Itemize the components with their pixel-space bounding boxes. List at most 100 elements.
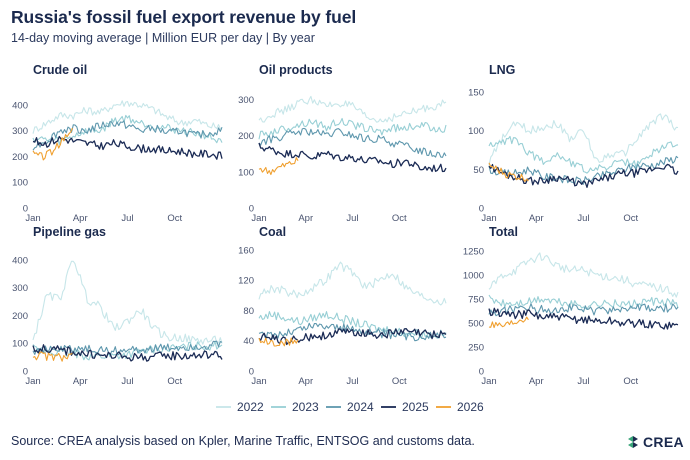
series-line-2022 [488, 113, 679, 166]
series-line-2026 [32, 351, 73, 362]
y-tick-label: 200 [12, 311, 28, 322]
y-tick-label: 0 [249, 367, 254, 378]
y-tick-label: 500 [468, 318, 484, 329]
x-tick-label: Oct [392, 213, 407, 224]
x-tick-label: Oct [167, 376, 182, 387]
legend-item-2025: 2025 [381, 400, 429, 414]
x-tick-label: Apr [529, 213, 544, 224]
x-tick-label: Apr [298, 213, 313, 224]
panel-title: Oil products [259, 63, 333, 77]
x-tick-label: Apr [298, 376, 313, 387]
panel-title: Total [489, 225, 518, 239]
x-tick-label: Oct [167, 213, 182, 224]
series-line-2022 [258, 95, 447, 123]
legend-item-2024: 2024 [326, 400, 374, 414]
legend-label: 2023 [292, 400, 319, 414]
crea-leaf-icon [628, 436, 638, 448]
series-line-2026 [32, 127, 73, 161]
y-tick-label: 1000 [463, 270, 484, 281]
series-line-2023 [488, 294, 679, 310]
legend: 2022 2023 2024 2025 2026 [216, 400, 484, 414]
series-line-2022 [32, 260, 223, 345]
y-tick-label: 80 [243, 306, 254, 317]
chart-subtitle: 14-day moving average | Million EUR per … [11, 31, 315, 45]
panel-lng: LNG 0 50 100 150 Jan Apr Jul Oct [468, 63, 679, 224]
x-tick-label: Jul [346, 376, 358, 387]
y-tick-label: 100 [12, 339, 28, 350]
x-tick-label: Jul [121, 213, 133, 224]
y-tick-label: 0 [479, 367, 484, 378]
legend-item-2026: 2026 [436, 400, 484, 414]
series-line-2025 [258, 328, 447, 346]
source-note: Source: CREA analysis based on Kpler, Ma… [11, 434, 475, 448]
crea-logo-text: CREA [643, 434, 684, 450]
x-tick-label: Jul [346, 213, 358, 224]
legend-label: 2025 [402, 400, 429, 414]
y-tick-label: 100 [12, 178, 28, 189]
y-tick-label: 50 [473, 165, 484, 176]
x-tick-label: Jul [577, 213, 589, 224]
x-tick-label: Jul [121, 376, 133, 387]
series-line-2022 [488, 252, 679, 298]
panel-title: Pipeline gas [33, 225, 106, 239]
y-tick-label: 0 [23, 367, 28, 378]
panel-pipeline-gas: Pipeline gas 0 100 200 300 400 Jan Apr Jul Oct [12, 225, 223, 387]
x-tick-label: Jan [481, 213, 496, 224]
series-line-2026 [258, 157, 299, 176]
series-line-2026 [258, 337, 299, 347]
series-line-2023 [258, 311, 447, 339]
series-line-2023 [258, 117, 447, 140]
x-tick-label: Jan [25, 213, 40, 224]
y-tick-label: 400 [12, 100, 28, 111]
series-line-2024 [488, 303, 679, 317]
panel-title: Coal [259, 225, 286, 239]
series-line-2024 [258, 322, 447, 342]
series-line-2022 [32, 100, 223, 134]
series-line-2022 [258, 261, 447, 306]
x-tick-label: Apr [73, 376, 88, 387]
series-line-2026 [488, 162, 529, 182]
x-tick-label: Apr [529, 376, 544, 387]
series-line-2024 [32, 340, 223, 356]
legend-label: 2026 [457, 400, 484, 414]
legend-label: 2022 [237, 400, 264, 414]
legend-item-2023: 2023 [271, 400, 319, 414]
y-tick-label: 300 [238, 95, 254, 106]
x-tick-label: Oct [623, 376, 638, 387]
y-tick-label: 200 [238, 131, 254, 142]
panel-total: Total 0 250 500 750 1000 1250 Jan Apr Jul Oct [463, 225, 679, 387]
y-tick-label: 0 [23, 204, 28, 215]
series-line-2025 [32, 344, 223, 362]
x-tick-label: Jan [251, 213, 266, 224]
series-line-2024 [488, 155, 679, 185]
series-line-2026 [488, 316, 529, 329]
y-tick-label: 200 [12, 152, 28, 163]
series-line-2024 [32, 120, 223, 151]
x-tick-label: Jan [251, 376, 266, 387]
y-tick-label: 0 [249, 204, 254, 215]
panel-coal: Coal 0 40 80 120 160 Jan Apr Jul Oct [238, 225, 447, 387]
y-tick-label: 300 [12, 283, 28, 294]
panel-title: Crude oil [33, 63, 87, 77]
y-tick-label: 400 [12, 255, 28, 266]
x-tick-label: Oct [623, 213, 638, 224]
x-tick-label: Jan [25, 376, 40, 387]
panel-title: LNG [489, 63, 515, 77]
series-line-2025 [258, 142, 447, 173]
x-tick-label: Jul [577, 376, 589, 387]
y-tick-label: 100 [238, 167, 254, 178]
crea-logo: CREA [626, 433, 684, 451]
x-tick-label: Oct [392, 376, 407, 387]
legend-item-2022: 2022 [216, 400, 264, 414]
series-line-2024 [258, 127, 447, 158]
series-line-2023 [488, 135, 679, 174]
legend-label: 2024 [347, 400, 374, 414]
y-tick-label: 150 [468, 88, 484, 99]
y-tick-label: 40 [243, 336, 254, 347]
y-tick-label: 250 [468, 342, 484, 353]
series-line-2025 [488, 163, 679, 188]
y-tick-label: 1250 [463, 246, 484, 257]
y-tick-label: 0 [479, 204, 484, 215]
series-line-2025 [488, 307, 679, 330]
